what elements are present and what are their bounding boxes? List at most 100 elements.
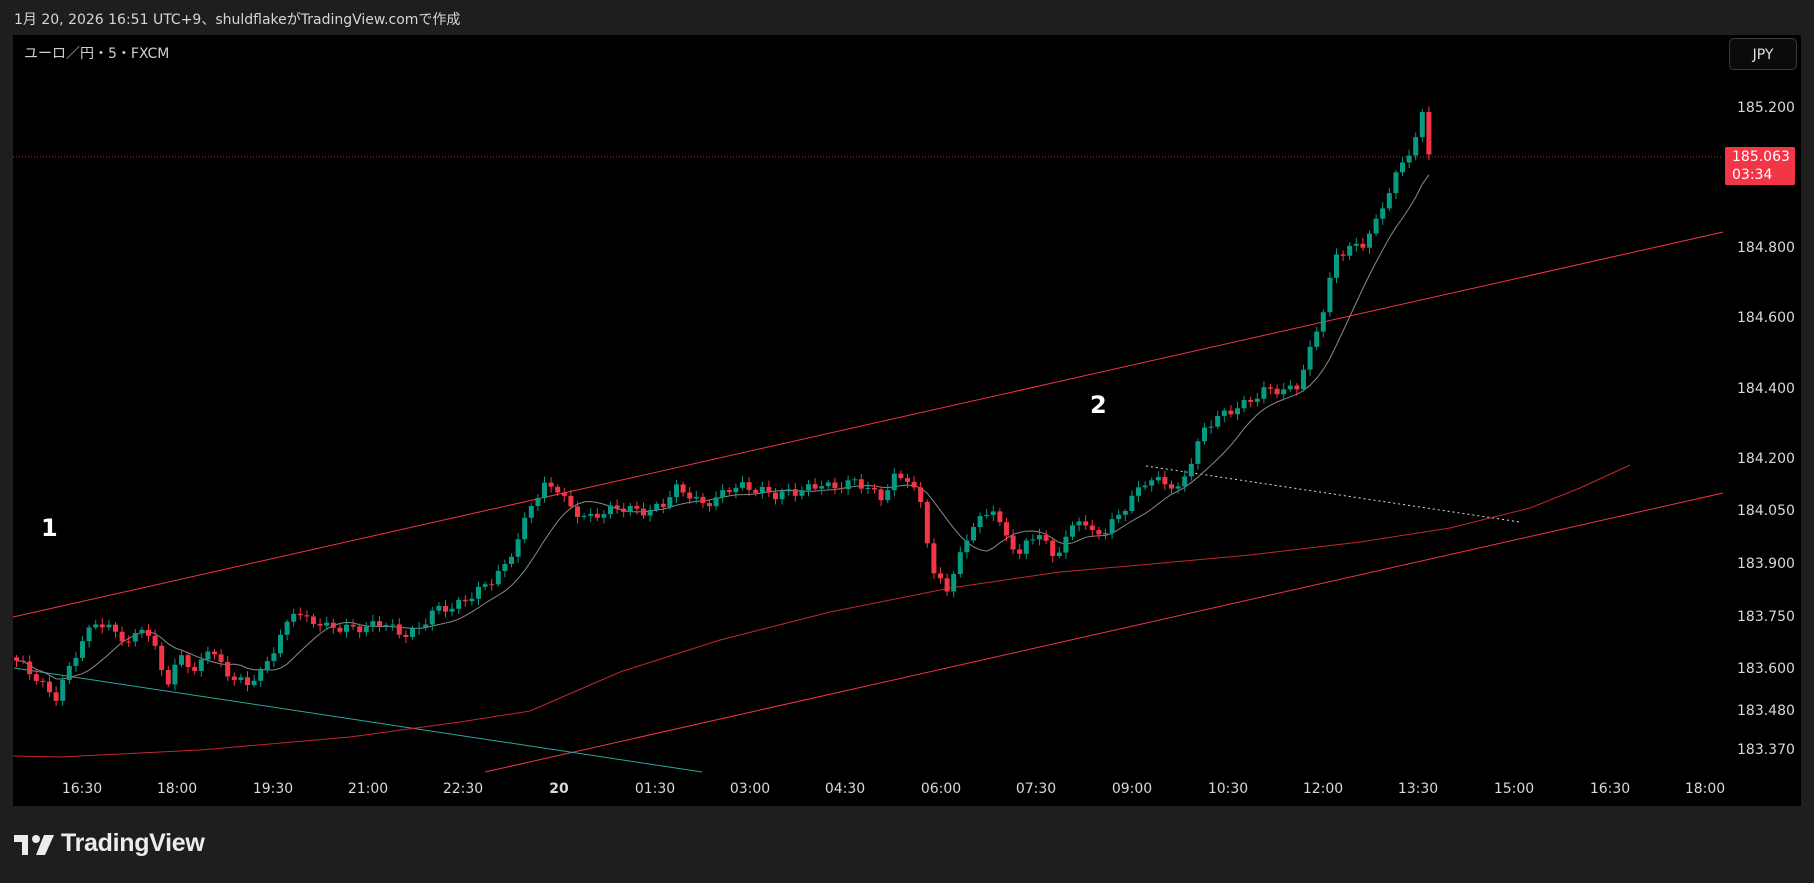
candle [93,619,99,630]
candle [1195,438,1201,470]
price-tick-label: 183.750 [1737,609,1795,625]
candle [363,622,369,637]
candle [759,481,765,499]
candle [1175,482,1181,494]
candle [350,619,356,630]
candle [1327,272,1333,317]
price-tick-label: 184.600 [1737,310,1795,326]
candle [370,614,376,632]
candle [251,674,257,688]
candle [1380,202,1386,225]
annotation-1: 1 [41,514,58,542]
candle [1281,383,1287,401]
candle [674,479,679,504]
candle [1228,405,1234,418]
candle [60,676,66,707]
candle [528,502,534,524]
last-price-tag: 185.063 03:34 [1725,147,1795,185]
candle [1063,530,1069,559]
candle [825,479,831,490]
candle [47,675,52,697]
candle [693,490,699,504]
candle [647,504,653,522]
candle [1010,529,1016,555]
candle [568,489,574,510]
upper-channel-line [12,231,1724,618]
lower-channel-line [484,492,1724,773]
candle [1353,237,1359,252]
candle [495,564,501,587]
candle [344,618,349,638]
candle [924,499,930,548]
candle [614,499,620,514]
time-tick-label: 22:30 [442,781,484,797]
bar-countdown: 03:34 [1732,167,1773,183]
candle [588,508,594,523]
candle [27,655,33,681]
candle [179,649,184,668]
candle [601,510,607,524]
candle [1393,170,1399,200]
candle [449,603,455,617]
candle [944,573,950,597]
candle [1056,546,1062,559]
candle [1004,517,1009,542]
candle [885,484,891,504]
candle [1050,537,1056,563]
candle [1347,242,1353,261]
candle [1149,477,1155,492]
candle [1241,395,1247,413]
candle [1089,519,1095,536]
candle [746,477,752,496]
last-price-value: 185.063 [1732,149,1790,165]
candle [581,513,587,520]
candle [119,626,125,646]
price-tick-label: 184.400 [1737,381,1795,397]
candle [14,655,19,667]
candle [66,662,72,685]
candle [1129,490,1135,514]
candle [357,623,363,639]
currency-button[interactable]: JPY [1729,38,1797,70]
candle [1248,396,1254,408]
candle [726,487,732,495]
candle [40,677,46,688]
candle [1235,402,1240,421]
candle [1386,187,1392,212]
candle [786,483,792,496]
candle [1307,340,1313,377]
footer [0,806,1814,883]
candle [264,656,270,674]
candle [1103,528,1108,540]
candle [918,481,924,508]
candle [1037,528,1042,546]
candle [964,534,970,559]
time-tick-label: 19:30 [252,781,294,797]
candle [383,622,389,631]
candle [436,602,442,615]
candle [1340,250,1346,261]
time-tick-label: 10:30 [1207,781,1249,797]
candle [1274,384,1280,399]
candle [509,553,514,568]
candle [489,578,495,591]
candle [997,508,1003,526]
time-tick-label: 13:30 [1397,781,1439,797]
candle [700,493,706,508]
chart-area[interactable] [13,35,1801,806]
tradingview-logo-icon[interactable] [14,831,214,861]
candle [1426,106,1432,161]
candle [462,595,468,607]
overlays [12,174,1724,773]
candle [1294,383,1300,396]
candle [258,667,264,688]
candle [1076,517,1082,532]
long-moving-average [12,464,1631,758]
candle [898,470,904,481]
candle [555,484,561,497]
time-tick-label: 06:00 [920,781,962,797]
time-tick-label: 20 [549,781,569,797]
candle [852,476,858,486]
price-tick-label: 185.200 [1737,100,1795,116]
candle [1215,410,1221,429]
